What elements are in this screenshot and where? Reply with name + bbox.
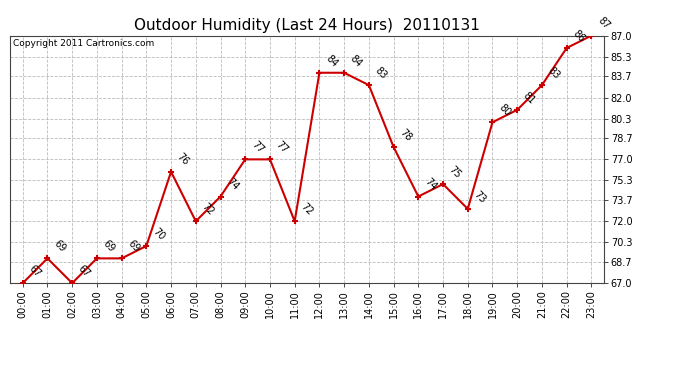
Text: 67: 67: [27, 263, 43, 279]
Text: 69: 69: [52, 238, 68, 254]
Text: 67: 67: [77, 263, 92, 279]
Text: 84: 84: [324, 53, 339, 69]
Text: 72: 72: [299, 201, 315, 217]
Text: 87: 87: [595, 16, 611, 32]
Text: 78: 78: [397, 127, 413, 143]
Text: 77: 77: [249, 139, 266, 155]
Text: 74: 74: [422, 177, 438, 192]
Text: 76: 76: [175, 152, 191, 168]
Text: 83: 83: [373, 65, 388, 81]
Text: 72: 72: [200, 201, 216, 217]
Title: Outdoor Humidity (Last 24 Hours)  20110131: Outdoor Humidity (Last 24 Hours) 2011013…: [134, 18, 480, 33]
Text: 84: 84: [348, 53, 364, 69]
Text: 77: 77: [274, 139, 290, 155]
Text: 69: 69: [101, 238, 117, 254]
Text: 73: 73: [472, 189, 488, 205]
Text: 83: 83: [546, 65, 562, 81]
Text: 75: 75: [447, 164, 463, 180]
Text: 70: 70: [150, 226, 166, 242]
Text: 69: 69: [126, 238, 141, 254]
Text: 74: 74: [225, 177, 241, 192]
Text: 81: 81: [522, 90, 537, 106]
Text: 86: 86: [571, 28, 586, 44]
Text: Copyright 2011 Cartronics.com: Copyright 2011 Cartronics.com: [13, 39, 155, 48]
Text: 80: 80: [497, 102, 513, 118]
